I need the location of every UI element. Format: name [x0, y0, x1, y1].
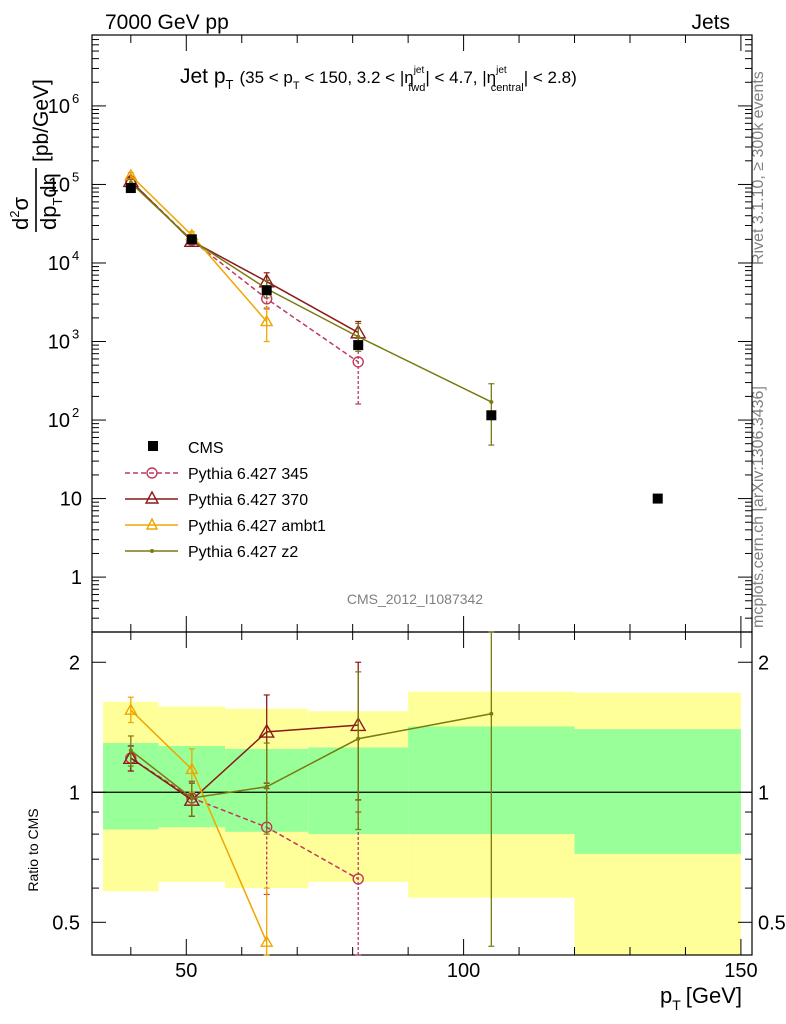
main-z2-point [489, 399, 494, 404]
legend-marker-cms [148, 441, 158, 451]
main-ytick-exponent: 4 [72, 248, 79, 263]
ratio-z2-point [264, 784, 269, 789]
xtick-label: 50 [175, 960, 197, 982]
main-370-line [130, 180, 359, 334]
title-sub-fwd: fwd [408, 82, 425, 94]
main-ytick-label: 10 [48, 332, 70, 354]
cms-point [353, 340, 364, 351]
legend-marker-ambt1 [145, 517, 159, 530]
main-ytick-exponent: 6 [72, 91, 79, 106]
ratio-345-line [130, 757, 359, 880]
title-cut2: < 150, 3.2 < |η [300, 68, 414, 87]
main-ytick-label: 10 [60, 489, 82, 511]
legend-cms: CMS [188, 440, 224, 457]
main-ambt1-line [130, 174, 268, 322]
ratio-frame [91, 631, 753, 956]
ratio-ytick-label: 1 [69, 782, 80, 804]
main-345-point [352, 356, 364, 368]
ratio-370-line [130, 724, 359, 801]
ratio-ambt1-point [124, 703, 138, 715]
main-z2-line [130, 182, 492, 403]
ratio-band-inner [574, 729, 741, 854]
ratio-370-point [258, 723, 275, 738]
mcplots-label: mcplots.cern.ch [arXiv:1306.3436] [750, 386, 767, 628]
title-cut: (35 < p [239, 68, 292, 87]
ratio-z2-point [356, 736, 361, 741]
title-cut3: | < 4.7, |η [425, 68, 496, 87]
title-sup-central: jet [495, 65, 507, 76]
svg-text:[pb/GeV]: [pb/GeV] [30, 79, 53, 162]
title-sub: T [226, 77, 234, 92]
main-ambt1-point [259, 314, 274, 327]
main-frame [91, 34, 753, 633]
legend-marker-z2 [150, 549, 154, 553]
main-z2-point [356, 334, 361, 339]
ratio-z2-point [489, 711, 494, 716]
ratio-ambt1-point [259, 935, 274, 947]
ratio-panel: 50 100 150 0.5 0.5 1 1 2 2 [52, 631, 786, 982]
ratio-ytick-label: 2 [69, 652, 80, 674]
main-ytick-label: 1 [71, 567, 82, 589]
ratio-ytick-label-right: 2 [758, 652, 769, 674]
legend-marker-p370 [144, 490, 160, 504]
cms-point [261, 285, 272, 296]
main-ytick-label: 10 [48, 253, 70, 275]
legend-marker-p345 [146, 467, 158, 479]
main-ytick-exponent: 2 [72, 405, 79, 420]
main-ytick-label: 10 [48, 410, 70, 432]
title-sup-fwd: jet [413, 65, 425, 76]
svg-text:d2σ: d2σ [7, 197, 33, 230]
ratio-z2-point [128, 748, 133, 753]
cms-point [486, 410, 497, 421]
ratio-ambt1-point [185, 762, 199, 775]
legend-p345: Pythia 6.427 345 [188, 466, 308, 483]
xlabel-sub: T [672, 997, 681, 1013]
xtick-label: 100 [447, 960, 480, 982]
xtick-label: 150 [724, 960, 757, 982]
main-title: Jet pT (35 < pT < 150, 3.2 < |ηjet fwd| < … [180, 65, 577, 94]
main-ytick-exponent: 5 [72, 169, 79, 184]
title-cut4: | < 2.8) [524, 68, 577, 87]
ratio-ytick-label-right: 0.5 [758, 912, 786, 934]
xlabel-main: p [660, 983, 672, 1008]
main-ytick-label: 10 [48, 96, 70, 118]
main-ytick-exponent: 3 [72, 327, 79, 342]
svg-text:Jet pT(35 < pT < 150, 3.2 < |η: Jet pT (35 < pT < 150, 3.2 < |ηjet fwd| < … [180, 65, 577, 94]
legend-p370: Pythia 6.427 370 [188, 492, 308, 509]
main-ytick-label: 10 [48, 174, 70, 196]
title-main: Jet p [180, 65, 226, 88]
xlabel: pT [GeV] [660, 983, 742, 1013]
ratio-z2-point [189, 795, 194, 800]
ratio-ytick-label-right: 1 [758, 782, 769, 804]
ratio-ylabel: Ratio to CMS [25, 808, 41, 891]
legend-z2: Pythia 6.427 z2 [188, 544, 298, 561]
header-energy: 7000 GeV pp [105, 11, 229, 34]
rivet-label: Rivet 3.1.10, ≥ 300k events [750, 71, 767, 265]
cms-point [652, 493, 663, 504]
title-cut-sub: T [293, 80, 300, 92]
title-sub-central: central [491, 82, 524, 94]
xlabel-unit: [GeV] [686, 983, 742, 1008]
legend-ambt1: Pythia 6.427 ambt1 [188, 518, 326, 535]
ratio-345-point [352, 873, 364, 885]
ratio-ytick-label: 0.5 [52, 912, 80, 934]
cms-point [186, 234, 197, 245]
cms-point [125, 183, 136, 194]
legend: CMS Pythia 6.427 345 Pythia 6.427 370 Py… [125, 440, 326, 561]
watermark: CMS_2012_I1087342 [347, 591, 483, 607]
header-process: Jets [691, 11, 730, 34]
